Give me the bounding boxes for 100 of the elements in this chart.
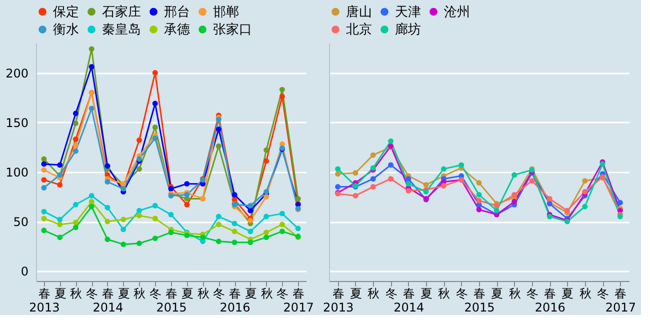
point [335,166,341,172]
x-tick-label: 夏 [244,286,257,300]
x-tick-label: 秋 [438,286,450,300]
point [152,236,158,242]
point [370,152,376,158]
point [152,70,158,76]
point [232,240,238,246]
y-tick-label: 50 [13,215,28,229]
x-tick-label: 秋 [579,286,592,300]
point [57,216,63,222]
point [184,181,190,187]
point [388,162,394,168]
point [72,142,78,148]
point [88,198,94,204]
point [41,228,47,234]
point [295,226,301,232]
point [232,220,238,226]
point [264,147,270,153]
legend-label: 沧州 [444,4,470,20]
point [72,148,78,154]
point [406,176,412,182]
point [104,179,110,185]
point [216,238,222,244]
point [232,192,238,198]
point [264,194,270,200]
point [72,136,78,142]
point [72,202,78,208]
y-tick-label: 100 [6,165,28,180]
point [279,94,285,100]
point [88,192,94,198]
legend-label: 秦皇岛 [102,22,141,38]
point [136,166,142,172]
point [104,204,110,210]
point [512,198,518,204]
point [184,202,190,208]
point [41,208,47,214]
point [41,216,47,222]
point [476,192,482,198]
legend-label: 保定 [53,4,79,20]
point [248,240,254,246]
y-tick-label: 200 [6,66,28,80]
x-tick-label: 夏 [562,286,574,300]
x-tick-label: 秋 [197,286,210,300]
point [41,185,47,191]
x-tick-label: 夏 [420,286,433,300]
point [136,240,142,246]
point [352,192,358,198]
point [72,120,78,126]
point [335,184,341,190]
y-tick-label: 150 [6,116,28,130]
point [512,192,518,198]
point [120,242,126,248]
point [388,138,394,144]
x-tick-label: 秋 [368,286,380,300]
point [216,214,222,220]
point [248,202,254,208]
point [388,176,394,182]
point [406,188,412,194]
point [72,220,78,226]
x-tick-label: 冬 [385,286,398,300]
legend-label: 衡水 [53,22,79,38]
point [72,110,78,116]
point [494,208,500,214]
x-tick-label: 秋 [260,286,273,300]
point [406,181,412,187]
point [200,234,206,240]
point [152,100,158,106]
point [248,208,254,214]
x-tick-label: 冬 [456,286,468,300]
point [279,228,285,234]
x-tick-label: 夏 [118,286,130,300]
point [41,161,47,167]
point [57,182,63,188]
point [352,170,358,176]
point [152,135,158,141]
point [264,158,270,164]
legend-label: 北京 [346,22,372,38]
point [476,206,482,212]
point [476,198,482,204]
point [476,180,482,186]
point [279,86,285,92]
point [279,210,285,216]
point [104,218,110,224]
x-tick-label: 秋 [134,286,146,300]
point [136,208,142,214]
point [88,46,94,52]
x-tick-label: 冬 [526,286,538,300]
point [152,216,158,222]
point [88,204,94,210]
legend-label: 邯郸 [213,4,239,20]
point [546,196,552,202]
point [41,156,47,162]
point [88,64,94,70]
point [120,216,126,222]
point [248,228,254,234]
point [264,234,270,240]
point [136,137,142,143]
legend-label: 承德 [164,22,190,38]
legend-label: 廊坊 [395,22,421,38]
point [41,167,47,173]
